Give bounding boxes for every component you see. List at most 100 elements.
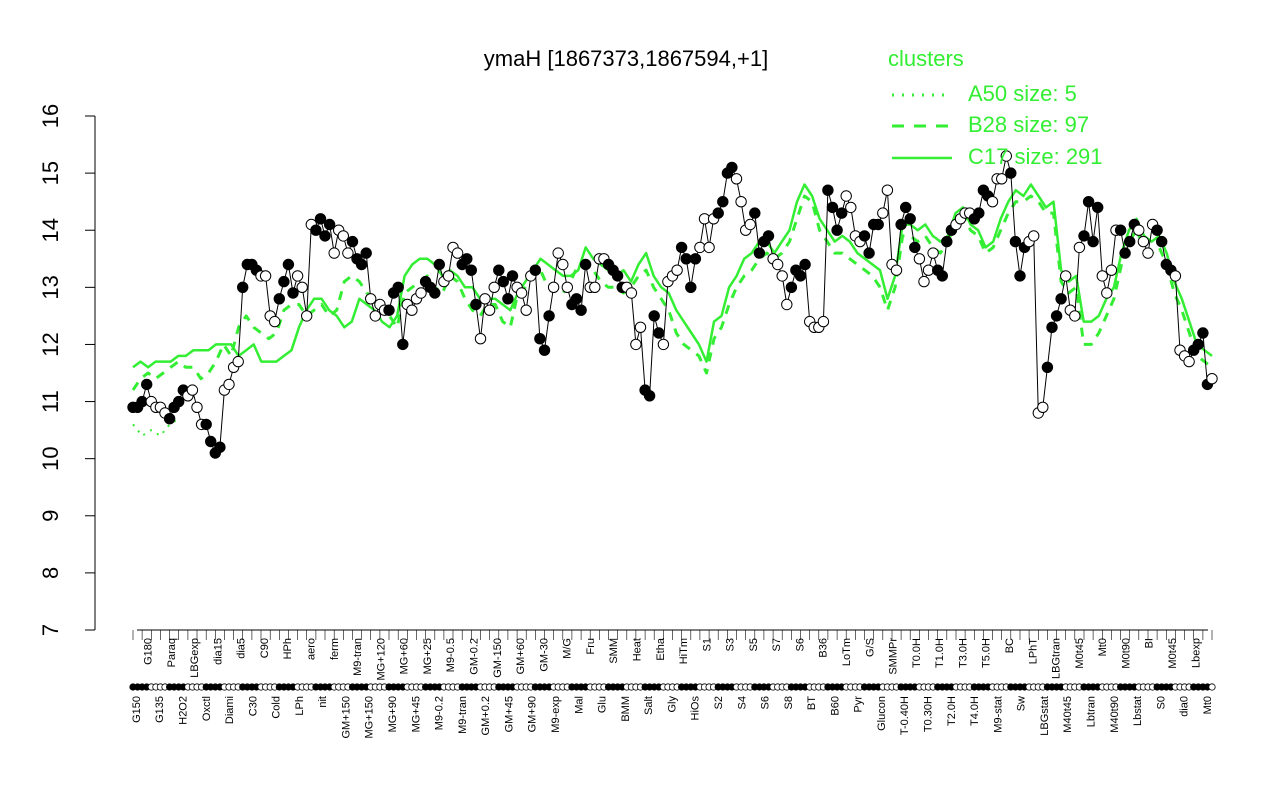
x-tick-label: MG+150 <box>364 696 376 739</box>
data-point <box>493 264 505 276</box>
x-tick-label: aero <box>306 638 318 660</box>
data-point <box>872 218 884 231</box>
data-point <box>579 258 592 271</box>
x-tick-label: GM+60 <box>515 638 527 674</box>
y-tick-label: 10 <box>38 446 63 470</box>
data-point <box>163 413 176 425</box>
data-point <box>497 275 509 288</box>
x-tick-label: Etha <box>655 637 667 661</box>
data-point <box>273 293 285 305</box>
data-point <box>282 258 295 271</box>
data-point <box>1133 224 1145 236</box>
legend-entry-label: C17 size: 291 <box>968 144 1103 169</box>
data-point <box>328 247 340 259</box>
data-point <box>794 270 807 282</box>
y-tick-label: 9 <box>38 510 63 522</box>
x-tick-label: GM+45 <box>503 696 515 732</box>
x-tick-label: Sw <box>1016 696 1028 711</box>
x-tick-label: S6 <box>760 696 772 709</box>
x-tick-label: Lbtran <box>1085 696 1097 727</box>
x-tick-label: HPh <box>282 638 294 659</box>
data-point <box>913 253 926 265</box>
x-tick-label: Oxctl <box>201 696 213 721</box>
x-tick-label: T2.0H <box>946 696 958 726</box>
x-tick-label: BT <box>806 696 818 710</box>
x-tick-label: dia5 <box>236 638 248 659</box>
data-point <box>369 310 381 322</box>
data-point <box>836 207 848 219</box>
data-point <box>1087 235 1099 248</box>
data-point <box>141 378 153 391</box>
x-tick-label: M9-tran <box>457 696 469 734</box>
data-point <box>1000 150 1012 162</box>
x-axis: G150 G180 G135 Paraq H2O2 LBGexp Oxctl dia15 Dia… <box>129 629 1216 739</box>
data-point <box>515 287 528 299</box>
x-tick-label: S5 <box>748 638 760 651</box>
data-point <box>1055 293 1067 305</box>
data-point <box>936 270 948 282</box>
x-tick-label: GM-150 <box>492 638 504 678</box>
data-point <box>465 264 477 276</box>
data-point <box>671 264 683 276</box>
data-point <box>269 315 281 328</box>
data-point <box>895 218 907 231</box>
data-point <box>1037 401 1049 413</box>
data-point <box>611 270 624 282</box>
x-tick-label: LoTm <box>841 638 853 666</box>
data-point <box>433 258 445 271</box>
y-tick-label: 12 <box>38 332 63 356</box>
data-point <box>776 270 788 282</box>
x-tick-label: H2O2 <box>177 696 189 725</box>
data-point <box>799 258 811 271</box>
y-axis: 7 8 9 10 11 12 13 14 15 16 <box>38 104 96 636</box>
x-tick-label: LPh <box>294 696 306 716</box>
x-tick-label: G150 <box>131 696 143 723</box>
data-point <box>1183 355 1195 368</box>
data-point <box>474 333 487 345</box>
data-point <box>840 190 852 202</box>
x-tick-label: LBGexp <box>189 638 201 678</box>
x-tick-label: GM-0.2 <box>469 638 481 675</box>
data-point <box>781 298 793 311</box>
data-point <box>881 184 894 196</box>
x-tick-label: S6 <box>794 638 806 651</box>
data-point <box>232 355 244 368</box>
data-point <box>1119 247 1131 259</box>
data-point <box>749 207 761 219</box>
x-tick-label: M/G <box>562 638 574 659</box>
data-point <box>314 213 327 225</box>
data-point <box>278 275 290 288</box>
x-tick-label: Gly <box>666 696 678 713</box>
x-tick-label: Diami <box>224 696 236 724</box>
data-point <box>479 293 491 305</box>
x-tick-label: dia15 <box>212 638 224 665</box>
data-point <box>1197 327 1209 339</box>
data-point <box>561 281 573 293</box>
data-point <box>685 281 697 293</box>
x-tick-label: BC <box>1004 638 1016 653</box>
data-point <box>259 270 272 282</box>
data-point <box>900 201 912 214</box>
data-point <box>200 418 212 431</box>
data-point <box>762 230 775 242</box>
x-tick-label: M40t90 <box>1109 696 1121 733</box>
data-point <box>1192 338 1205 351</box>
data-point <box>712 207 724 219</box>
data-point <box>1142 247 1154 259</box>
legend: clusters A50 size: 5 B28 size: 97 C17 size… <box>888 46 1103 169</box>
x-tick-label: T0.0H <box>911 638 923 668</box>
data-point <box>442 270 455 282</box>
data-point <box>1105 264 1118 276</box>
data-point <box>319 230 331 242</box>
x-tick-label: S8 <box>783 696 795 709</box>
x-tick-label: G135 <box>154 696 166 723</box>
data-point <box>1082 196 1095 208</box>
data-point <box>310 224 322 236</box>
data-point <box>1005 167 1017 179</box>
cluster-line-b28 <box>131 194 1213 391</box>
y-tick-label: 8 <box>38 567 63 579</box>
data-point <box>689 253 702 265</box>
x-tick-label: HiOs <box>690 696 702 721</box>
plot-area <box>127 150 1218 459</box>
